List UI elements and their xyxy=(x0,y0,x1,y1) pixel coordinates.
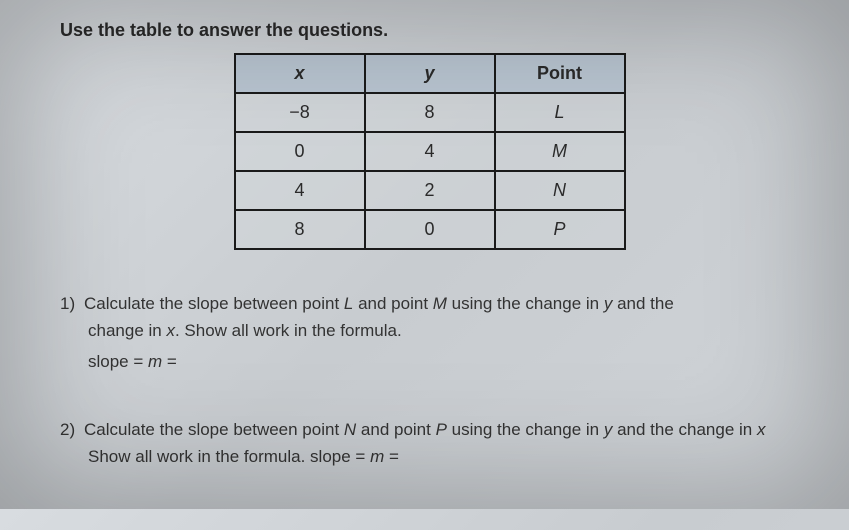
cell-y: 8 xyxy=(365,93,495,132)
instruction-text: Use the table to answer the questions. xyxy=(60,20,799,41)
q1-line2: change in x. Show all work in the formul… xyxy=(60,317,799,344)
q2-line2: Show all work in the formula. slope = m … xyxy=(60,443,799,470)
q2-text: Calculate the slope between point N and … xyxy=(84,420,765,439)
col-header-y: y xyxy=(365,54,495,93)
question-1: 1)Calculate the slope between point L an… xyxy=(60,290,799,376)
q1-text: Calculate the slope between point L and … xyxy=(84,294,674,313)
q2-number: 2) xyxy=(60,416,84,443)
cell-x: 4 xyxy=(235,171,365,210)
table-row: −8 8 L xyxy=(235,93,625,132)
cell-point: M xyxy=(495,132,625,171)
cell-y: 2 xyxy=(365,171,495,210)
cell-x: −8 xyxy=(235,93,365,132)
cell-x: 0 xyxy=(235,132,365,171)
data-table: x y Point −8 8 L 0 4 M 4 2 xyxy=(234,53,626,250)
table-row: 0 4 M xyxy=(235,132,625,171)
cell-y: 0 xyxy=(365,210,495,249)
col-header-point: Point xyxy=(495,54,625,93)
q1-number: 1) xyxy=(60,290,84,317)
table-header-row: x y Point xyxy=(235,54,625,93)
table-row: 4 2 N xyxy=(235,171,625,210)
cell-point: P xyxy=(495,210,625,249)
cell-x: 8 xyxy=(235,210,365,249)
table-container: x y Point −8 8 L 0 4 M 4 2 xyxy=(60,53,799,250)
worksheet-page: Use the table to answer the questions. x… xyxy=(0,0,849,530)
table-body: −8 8 L 0 4 M 4 2 N 8 0 P xyxy=(235,93,625,249)
question-2: 2)Calculate the slope between point N an… xyxy=(60,416,799,470)
col-header-x: x xyxy=(235,54,365,93)
cell-y: 4 xyxy=(365,132,495,171)
cell-point: L xyxy=(495,93,625,132)
q1-slope-equation: slope = m = xyxy=(60,348,799,375)
table-row: 8 0 P xyxy=(235,210,625,249)
cell-point: N xyxy=(495,171,625,210)
